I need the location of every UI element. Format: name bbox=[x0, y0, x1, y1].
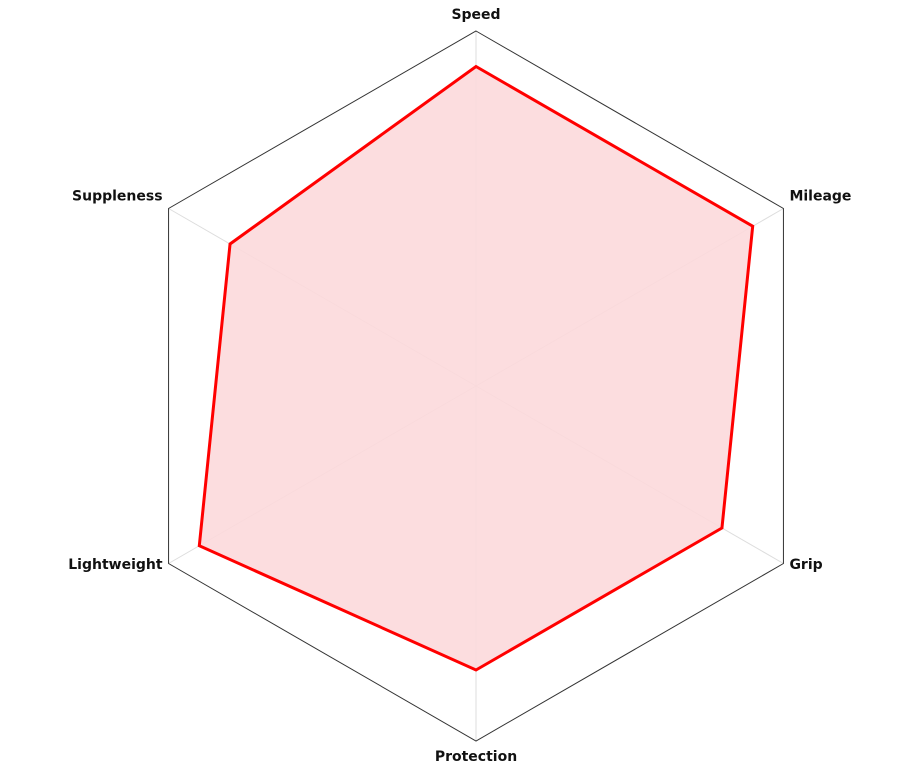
axis-label: Suppleness bbox=[72, 189, 163, 205]
data-area bbox=[197, 64, 755, 672]
frame bbox=[168, 30, 784, 742]
axis-label: Grip bbox=[789, 557, 822, 573]
axis-label: Protection bbox=[435, 749, 517, 765]
axis-label: Mileage bbox=[789, 189, 851, 205]
axis-label: Lightweight bbox=[68, 557, 163, 573]
axis-label: Speed bbox=[451, 7, 500, 23]
